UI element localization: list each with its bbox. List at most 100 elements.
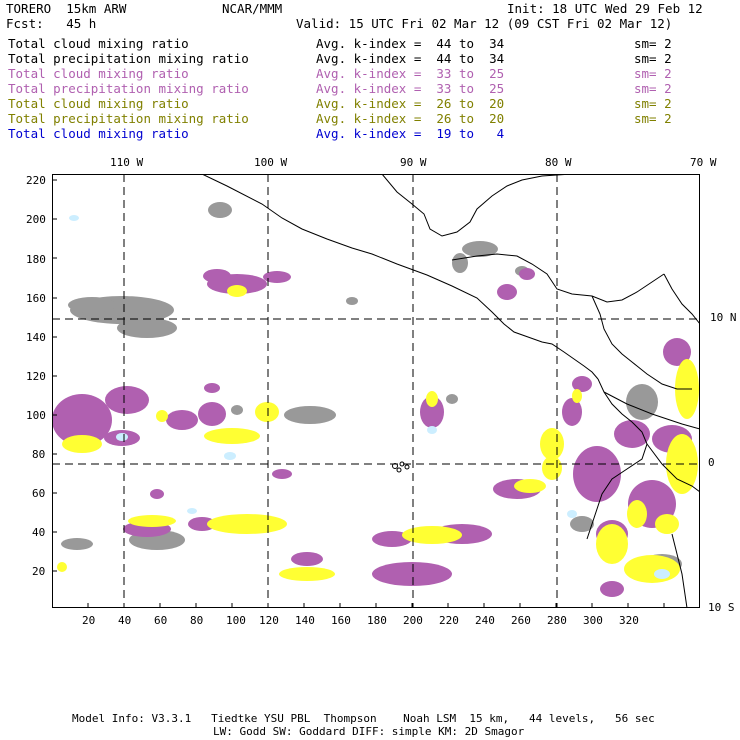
legend-field: Total cloud mixing ratio [8,126,189,141]
cloud-patch [272,469,292,479]
legend-field: Total cloud mixing ratio [8,36,189,51]
cloud-patch [624,555,680,583]
cloud-patch [573,446,621,502]
galapagos-island [396,467,402,473]
x-tick-label: 180 [367,614,387,627]
coastline-caribbean [451,253,665,303]
x-tick-label: 280 [547,614,567,627]
y-tick-label: 180 [26,253,46,266]
cloud-patch [346,297,358,305]
model-info: Model Info: V3.3.1 Tiedtke YSU PBL Thomp… [72,712,655,725]
x-tick-label: 240 [475,614,495,627]
lat-label: 10 N [710,311,737,324]
x-tick-label: 20 [82,614,96,627]
legend-kindex: Avg. k-index = 26 to 20 [316,96,505,111]
coastline-venezuela [663,273,701,325]
x-tick-label: 200 [403,614,423,627]
legend-field: Total cloud mixing ratio [8,96,189,111]
cloud-patch [663,338,691,366]
x-tick-label: 300 [583,614,603,627]
cloud-patch [128,515,176,527]
cloud-patch [542,456,562,480]
lon-label: 90 W [400,156,427,169]
cloud-patch [572,376,592,392]
y-tick-label: 160 [26,292,46,305]
cloud-patch [117,318,177,338]
cloud-patch [572,389,582,403]
cloud-patch [188,517,216,531]
legend-kindex: Avg. k-index = 26 to 20 [316,111,505,126]
cloud-patch [187,508,197,514]
model-title: TORERO 15km ARW [6,1,127,16]
cloud-patch [57,562,67,572]
forecast-map [52,173,701,609]
cloud-patch [52,394,112,446]
lat-label: 10 S [708,601,735,614]
cloud-patch [204,383,220,393]
x-tick-label: 40 [118,614,132,627]
physics-info: LW: Godd SW: Goddard DIFF: simple KM: 2D… [213,725,525,738]
y-tick-label: 60 [32,487,46,500]
cloud-patch [156,410,168,422]
cloud-patch [263,271,291,283]
legend-kindex: Avg. k-index = 44 to 34 [316,51,505,66]
border-andes [671,533,688,609]
cloud-patch [540,428,564,460]
legend-kindex: Avg. k-index = 44 to 34 [316,36,505,51]
legend-row: Total precipitation mixing ratio Avg. k-… [8,81,672,96]
legend-smooth: sm= 2 [634,36,672,51]
legend-row: Total precipitation mixing ratio Avg. k-… [8,111,672,126]
y-tick-label: 200 [26,213,46,226]
cloud-patch [150,489,164,499]
cloud-patch [116,433,128,441]
coastline-mexico-gulf [381,173,573,237]
cloud-patch [427,426,437,434]
cloud-patch [61,538,93,550]
border-colombia-ecuador [603,391,701,430]
y-tick-label: 120 [26,370,46,383]
y-tick-label: 140 [26,331,46,344]
coastlines [201,173,701,609]
legend-field: Total precipitation mixing ratio [8,81,249,96]
legend-row: Total precipitation mixing ratio Avg. k-… [8,51,672,66]
x-tick-label: 80 [190,614,204,627]
cloud-patch [626,384,658,420]
cloud-patch [372,562,452,586]
cloud-patch [204,428,260,444]
cloud-patch [227,285,247,297]
legend-smooth: sm= 2 [634,51,672,66]
cloud-patch [255,402,279,422]
cloud-patch [291,552,323,566]
cloud-patch [452,253,468,273]
cloud-patch [166,410,198,430]
lon-label: 70 W [690,156,717,169]
coastline-south-america-pacific [586,378,648,540]
cloud-patch [614,420,650,448]
cloud-patch [567,510,577,518]
cloud-gray-layer [61,202,682,574]
cloud-patch [600,581,624,597]
cloud-patch [105,386,149,414]
map-canvas [52,173,701,609]
cloud-patch [426,391,438,407]
legend-smooth: sm= 2 [634,81,672,96]
cloud-patch [203,269,231,283]
cloud-patch [655,514,679,534]
x-tick-label: 60 [154,614,168,627]
lat-lon-grid [52,174,700,608]
legend-smooth: sm= 2 [634,96,672,111]
cloud-patch [519,268,535,280]
legend-row: Total cloud mixing ratio Avg. k-index = … [8,126,504,141]
cloud-purple-layer [52,268,692,597]
cloud-patch [497,284,517,300]
cloud-patch [562,398,582,426]
x-tick-label: 320 [619,614,639,627]
x-tick-label: 100 [226,614,246,627]
cloud-patch [198,402,226,426]
legend-field: Total precipitation mixing ratio [8,51,249,66]
cloud-patch [208,202,232,218]
legend-kindex: Avg. k-index = 19 to 4 [316,126,505,141]
legend-row: Total cloud mixing ratio Avg. k-index = … [8,36,672,51]
cloud-patch [570,516,594,532]
x-tick-label: 220 [439,614,459,627]
